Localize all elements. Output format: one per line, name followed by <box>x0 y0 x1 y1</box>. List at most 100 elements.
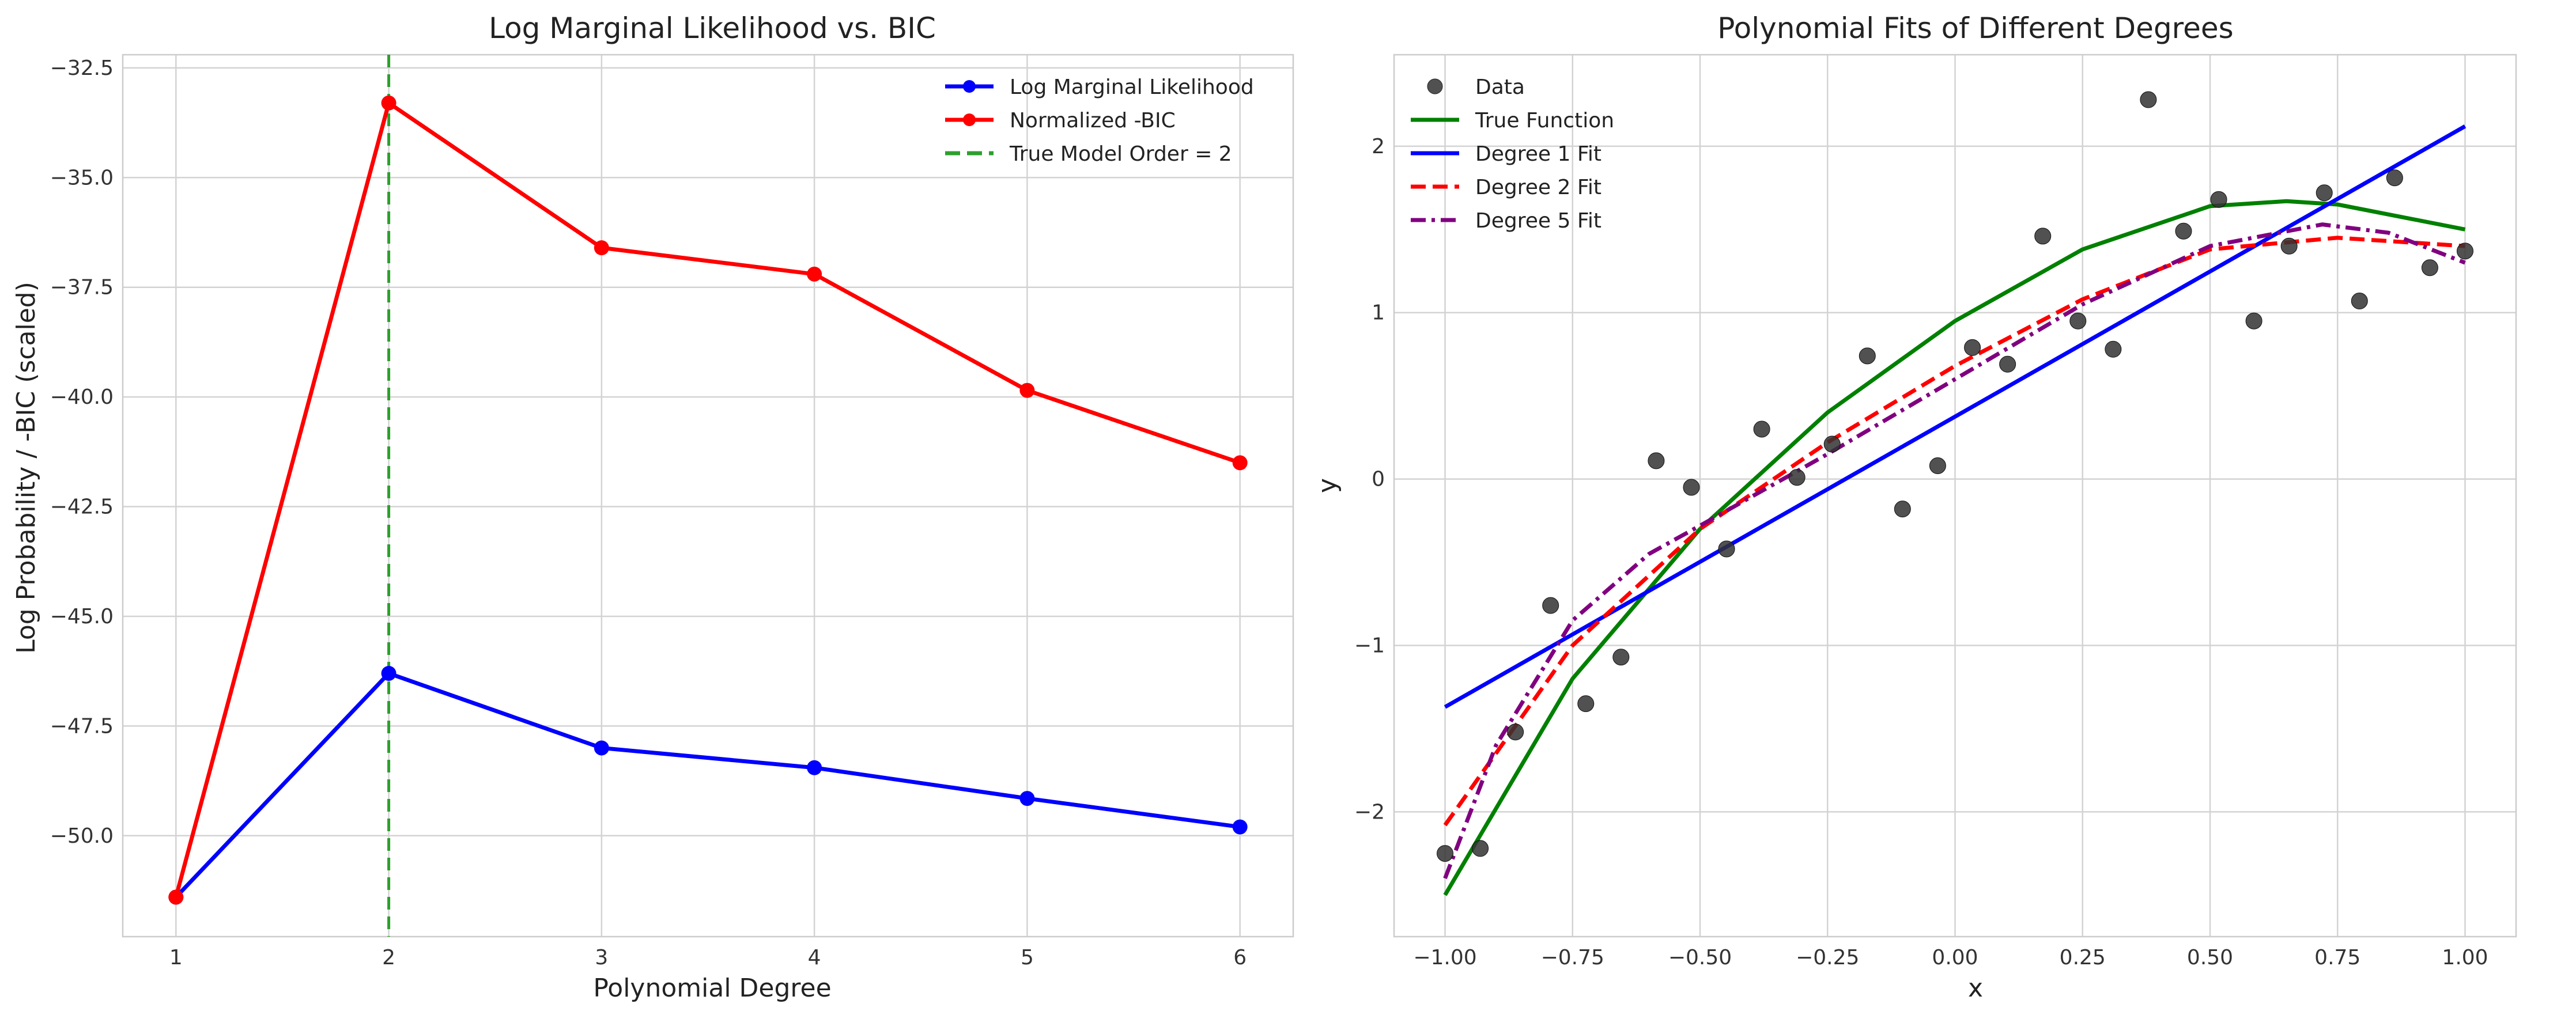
fit-line-degree-1-fit <box>1444 124 2467 709</box>
data-point <box>2245 312 2263 329</box>
plot-frame <box>1393 54 2517 938</box>
y-tick-label: 1 <box>1372 301 1385 325</box>
data-point <box>168 889 184 905</box>
data-point <box>2457 243 2473 260</box>
y-tick-label: −47.5 <box>50 714 114 738</box>
legend: Log Marginal Likelihood Normalized -BIC Tr… <box>945 75 1254 166</box>
data-point <box>1894 501 1911 518</box>
y-axis-label: y <box>1313 478 1342 493</box>
data-point <box>1823 435 1841 453</box>
x-tick-label: 4 <box>808 946 821 969</box>
data-point <box>2351 293 2368 310</box>
data-point <box>1929 457 1946 475</box>
series-line-log-marginal-likelihood <box>174 671 1241 899</box>
x-tick-label: 0.25 <box>2060 946 2106 969</box>
plot-frame <box>122 54 1294 938</box>
data-point <box>1019 791 1035 806</box>
data-point <box>2210 191 2227 208</box>
x-tick-label: 2 <box>382 946 395 969</box>
data-point <box>1964 339 1981 356</box>
fit-line-true-function <box>1443 199 2466 896</box>
data-point <box>1019 382 1035 398</box>
x-tick-label: 0.75 <box>2314 946 2360 969</box>
data-point <box>1648 452 1665 469</box>
data-point <box>1577 695 1595 713</box>
x-tick-label: −0.25 <box>1796 946 1859 969</box>
data-point <box>381 665 396 681</box>
data-point <box>1542 597 1559 614</box>
data-point <box>1753 421 1770 438</box>
x-tick-label: −0.50 <box>1668 946 1732 969</box>
chart-title: Polynomial Fits of Different Degrees <box>1717 12 2233 45</box>
y-tick-label: −35.0 <box>50 166 114 190</box>
data-point <box>2140 91 2157 108</box>
data-point <box>2421 259 2438 276</box>
legend-label: True Model Order = 2 <box>1009 142 1232 166</box>
x-tick-label: 1 <box>169 946 183 969</box>
data-point <box>1859 347 1876 365</box>
data-point <box>2034 228 2052 245</box>
x-tick-label: 3 <box>595 946 608 969</box>
series-line-normalized-bic <box>173 100 1241 898</box>
data-point <box>381 95 396 111</box>
y-tick-label: −40.0 <box>50 385 114 409</box>
legend-marker <box>963 80 976 93</box>
x-axis-label: Polynomial Degree <box>593 973 831 1003</box>
data-point <box>594 740 609 756</box>
legend-label: Data <box>1475 75 1525 99</box>
y-tick-label: −1 <box>1354 634 1385 657</box>
grid <box>123 55 1293 937</box>
x-tick-label: 0.00 <box>1932 946 1978 969</box>
chart-title: Log Marginal Likelihood vs. BIC <box>489 12 936 45</box>
x-tick-label: 0.50 <box>2187 946 2233 969</box>
y-tick-label: −32.5 <box>50 56 114 80</box>
data-point <box>2280 237 2298 255</box>
legend: Data True Function Degree 1 Fit Degree 2 Fi… <box>1411 75 1614 233</box>
x-tick-label: −0.75 <box>1541 946 1604 969</box>
data-point <box>2069 312 2087 329</box>
data-point <box>2175 222 2192 240</box>
data-point <box>2105 340 2122 358</box>
y-tick-label: −2 <box>1354 800 1385 824</box>
legend-label: Degree 1 Fit <box>1475 142 1601 166</box>
data-point <box>2386 169 2403 187</box>
y-tick-label: 0 <box>1372 468 1385 491</box>
y-axis-label: Log Probability / -BIC (scaled) <box>12 282 41 654</box>
data-point <box>807 760 822 775</box>
legend-label: Degree 2 Fit <box>1475 176 1601 199</box>
data-point <box>1232 455 1248 471</box>
y-tick-label: −37.5 <box>50 276 114 300</box>
y-tick-label: 2 <box>1372 135 1385 158</box>
data-point <box>594 240 609 256</box>
x-tick-label: 1.00 <box>2442 946 2488 969</box>
legend-label: Log Marginal Likelihood <box>1010 75 1254 99</box>
data-point <box>1437 845 1453 862</box>
data-point <box>807 266 822 282</box>
data-point <box>1472 840 1489 857</box>
fit-line-degree-5-fit <box>1443 222 2466 880</box>
data-point <box>1612 649 1630 666</box>
chart-left: Log Marginal Likelihood vs. BIC Polynomi… <box>12 12 1294 1003</box>
grid <box>1394 55 2516 937</box>
data-point <box>2316 184 2333 202</box>
x-tick-label: 5 <box>1021 946 1034 969</box>
data-point <box>1718 540 1735 558</box>
y-tick-label: −45.0 <box>50 605 114 628</box>
data-point <box>1507 723 1524 741</box>
x-tick-label: 6 <box>1233 946 1247 969</box>
y-tick-label: −42.5 <box>50 495 114 519</box>
x-tick-label: −1.00 <box>1413 946 1476 969</box>
data-point <box>1999 355 2016 373</box>
legend-label: True Function <box>1475 109 1614 132</box>
data-point <box>1232 819 1248 835</box>
legend-label: Normalized -BIC <box>1010 109 1176 132</box>
legend-label: Degree 5 Fit <box>1475 209 1601 233</box>
y-tick-label: −50.0 <box>50 824 114 848</box>
x-axis-label: x <box>1968 973 1983 1003</box>
legend-marker <box>1427 78 1443 94</box>
data-point <box>1683 479 1700 496</box>
chart-right: Polynomial Fits of Different Degrees x y… <box>1313 12 2517 1003</box>
legend-marker <box>963 113 976 126</box>
data-point <box>1788 469 1806 486</box>
